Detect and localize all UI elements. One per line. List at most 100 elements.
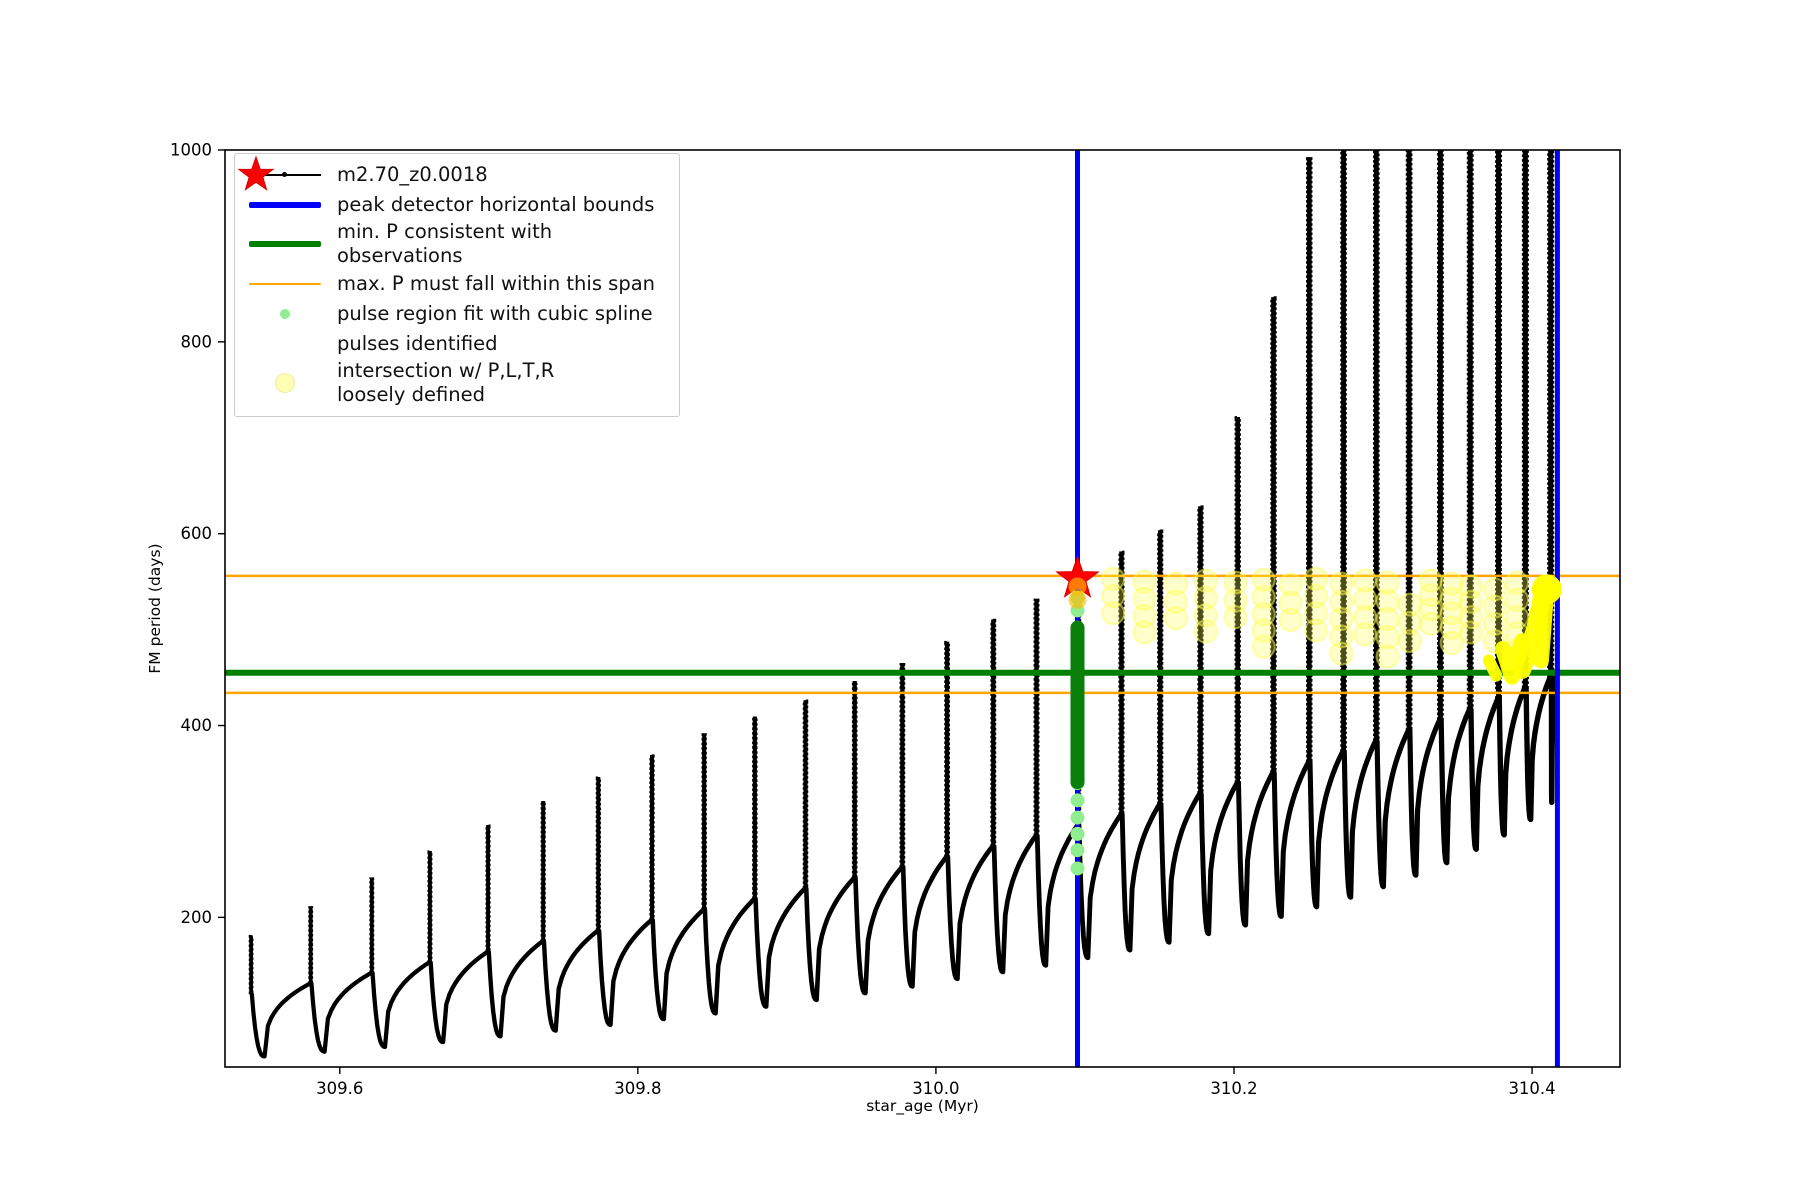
intersection-dot <box>1505 605 1530 630</box>
intersection-dot <box>1278 608 1303 633</box>
x-tick-label: 309.6 <box>316 1079 363 1098</box>
x-tick-label: 309.8 <box>614 1079 661 1098</box>
intersection-dot <box>1278 572 1303 597</box>
intersection-dot <box>1397 610 1422 635</box>
pulse-spike <box>1235 417 1241 784</box>
legend-item-label: min. P consistent with observations <box>337 220 553 268</box>
pulse-recovery <box>803 875 857 1003</box>
intersection-dot <box>1163 571 1188 596</box>
intersection-dot <box>1251 602 1276 627</box>
intersection-dot <box>1223 605 1248 630</box>
pulse-recovery <box>1496 685 1528 838</box>
pulse-spike-dots <box>1405 150 1413 731</box>
spline-dot <box>1070 826 1085 841</box>
intersection-dot-on-star <box>1068 590 1087 609</box>
intersection-dot <box>1303 566 1328 591</box>
intersection-dot <box>1505 587 1530 612</box>
intersection-dot <box>1329 607 1354 632</box>
yellow-dense-trace <box>1482 574 1562 685</box>
legend-item-label: peak detector horizontal bounds <box>337 192 655 216</box>
pulse-recovery <box>1119 801 1162 953</box>
pulse-spike-dots <box>308 906 314 984</box>
pulse-recovery <box>945 844 995 982</box>
intersection-dot <box>1458 620 1483 645</box>
y-tick-label: 600 <box>181 524 213 543</box>
legend-dot-icon <box>245 373 325 394</box>
pulse-recovery <box>1158 791 1203 945</box>
pulse-spike-dots <box>899 663 906 868</box>
y-tick-label: 800 <box>181 332 213 351</box>
pulse-recovery <box>1407 717 1443 878</box>
pulse-spike <box>1522 150 1528 689</box>
pulse-spike <box>541 801 546 942</box>
pulse-recovery <box>249 981 313 1059</box>
legend-item-1: peak detector horizontal bounds <box>245 190 669 220</box>
pulse-recovery <box>753 886 808 1009</box>
intersection-dot <box>1329 641 1354 666</box>
intersection-dot <box>1163 589 1188 614</box>
intersection-clusters <box>1101 566 1530 669</box>
intersection-dot <box>1329 571 1354 596</box>
pulse-recovery <box>1468 696 1501 852</box>
pulse-spike-dots <box>1033 598 1040 836</box>
x-tick-label: 310.0 <box>912 1079 959 1098</box>
legend-item-3: max. P must fall within this span <box>245 269 669 299</box>
intersection-dot <box>1329 624 1354 649</box>
intersection-dot <box>1482 594 1507 619</box>
pulse-spike-dots <box>1306 157 1313 762</box>
intersection-dot <box>1303 601 1328 626</box>
intersection-dot <box>1223 588 1248 613</box>
spline-dot <box>1070 810 1085 825</box>
legend: m2.70_z0.0018 peak detector horizontal bo… <box>234 153 680 417</box>
axes-frame <box>224 149 1621 1068</box>
intersection-dot <box>1505 570 1530 595</box>
series-m2.70_z0.0018 <box>248 150 1561 1059</box>
pulse-recovery <box>1271 759 1312 919</box>
legend-line-icon <box>245 202 325 208</box>
intersection-dot <box>1303 584 1328 609</box>
intersection-dot-on-star <box>1068 577 1087 596</box>
pulse-recovery <box>650 907 706 1022</box>
pulse-spike <box>1496 150 1502 699</box>
legend-line-icon <box>245 282 325 285</box>
pulse-recovery <box>541 928 600 1033</box>
pulse-recovery <box>1438 706 1473 866</box>
pulse-recovery <box>370 960 432 1050</box>
pulse-spike-dots <box>1197 505 1204 794</box>
intersection-dot <box>1163 606 1188 631</box>
intersection-dot <box>1251 618 1276 643</box>
y-tick-label: 400 <box>181 716 213 735</box>
y-tick-label: 1000 <box>170 141 212 160</box>
pulse-spike-dots <box>485 824 491 952</box>
intersection-dot <box>1193 603 1218 628</box>
pulse-spike-dots <box>369 877 375 973</box>
pulse-recovery <box>309 970 374 1054</box>
legend-item-label: pulses identified <box>337 331 498 355</box>
pulse-recovery <box>853 865 904 996</box>
legend-item-2: min. P consistent with observations <box>245 220 669 269</box>
pulse-recovery <box>1374 727 1411 890</box>
intersection-dot <box>1132 620 1157 645</box>
intersection-dot <box>1375 644 1400 669</box>
spline-dot <box>1070 843 1085 858</box>
intersection-dot <box>1101 584 1126 609</box>
intersection-dot <box>1482 611 1507 636</box>
intersection-dot <box>1439 631 1464 656</box>
intersection-dot <box>1132 604 1157 629</box>
pulse-spike-dots <box>1437 150 1444 720</box>
pulse-recovery <box>1198 780 1240 937</box>
intersection-dot <box>1193 619 1218 644</box>
pulse-spike-dots <box>701 733 707 910</box>
pulse-spike-dots <box>990 618 997 847</box>
intersection-dot <box>1397 629 1422 654</box>
yellow-trace-stroke <box>1482 654 1503 682</box>
x-tick-label: 310.2 <box>1210 1079 1257 1098</box>
intersection-dot <box>1101 566 1126 591</box>
legend-item-4: pulse region fit with cubic spline <box>245 299 669 329</box>
legend-item-0: m2.70_z0.0018 <box>245 160 669 190</box>
pulse-spike-dots <box>248 934 254 995</box>
pulse-spike-dots <box>649 754 655 921</box>
pulse-spike-dots <box>427 850 433 963</box>
intersection-dot <box>1132 586 1157 611</box>
